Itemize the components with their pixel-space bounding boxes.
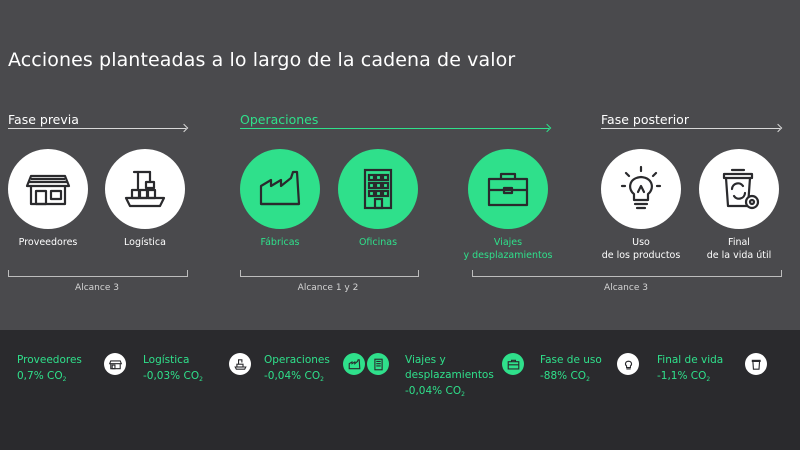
- summary-viajes-value: -0,04% CO2: [405, 385, 465, 398]
- warehouse-icon: [25, 174, 71, 206]
- summary-logistica-value: -0,03% CO2: [143, 370, 203, 383]
- briefcase-icon: [507, 359, 519, 369]
- proveedores-label: Proveedores: [18, 237, 78, 248]
- phase-posterior-label: Fase posterior: [601, 112, 689, 127]
- summary-uso-name: Fase de uso: [540, 354, 602, 366]
- scope-label-left: Alcance 3: [75, 283, 119, 293]
- logistica-label: Logística: [124, 237, 166, 248]
- warehouse-icon: [108, 359, 122, 369]
- proveedores-circle: [8, 149, 88, 229]
- uso-label-line2: de los productos: [601, 250, 681, 261]
- summary-operaciones-name: Operaciones: [264, 354, 330, 366]
- summary-final-name: Final de vida: [657, 354, 724, 366]
- logistica-circle: [105, 149, 185, 229]
- briefcase-icon: [487, 172, 529, 207]
- uso-circle: [601, 149, 681, 229]
- viajes-label-line1: Viajes: [493, 237, 523, 248]
- office-building-icon: [373, 358, 383, 370]
- summary-proveedores-name: Proveedores: [17, 354, 82, 366]
- page-title: Acciones planteadas a lo largo de la cad…: [8, 49, 516, 71]
- scope-bracket-left: [8, 270, 188, 277]
- scope-label-right: Alcance 3: [604, 283, 648, 293]
- summary-uso-icon: [617, 353, 639, 375]
- summary-viajes-name-line1: Viajes y: [405, 354, 446, 366]
- summary-final-value: -1,1% CO2: [657, 370, 711, 383]
- scope-bracket-right: [472, 270, 782, 277]
- scope-label-middle: Alcance 1 y 2: [297, 283, 359, 293]
- summary-logistica-icon: [229, 353, 251, 375]
- summary-proveedores-icon: [104, 353, 126, 375]
- phase-previa-label: Fase previa: [8, 112, 79, 127]
- summary-operaciones-value: -0,04% CO2: [264, 370, 324, 383]
- viajes-label-line2: y desplazamientos: [463, 250, 553, 261]
- phase-operaciones-label: Operaciones: [240, 112, 319, 127]
- cargo-ship-icon: [233, 358, 247, 370]
- summary-band: [0, 330, 800, 450]
- factory-icon: [259, 170, 301, 206]
- recycle-bin-icon: [751, 359, 761, 370]
- cargo-ship-icon: [124, 170, 166, 208]
- final-circle: [699, 149, 779, 229]
- summary-viajes-name-line2: desplazamientos: [405, 369, 494, 381]
- recycle-bin-icon: [722, 168, 760, 210]
- oficinas-label: Oficinas: [358, 237, 398, 248]
- summary-viajes-icon: [502, 353, 524, 375]
- phase-previa-arrow: [8, 128, 186, 129]
- summary-uso-value: -88% CO2: [540, 370, 590, 383]
- fabricas-circle: [240, 149, 320, 229]
- lightbulb-icon: [624, 360, 632, 369]
- final-label-line2: de la vida útil: [706, 250, 772, 261]
- phase-operaciones-arrow: [240, 128, 549, 129]
- factory-icon: [348, 358, 360, 369]
- summary-operaciones-office-icon: [367, 353, 389, 375]
- oficinas-circle: [338, 149, 418, 229]
- viajes-circle: [468, 149, 548, 229]
- office-building-icon: [363, 168, 393, 210]
- phase-posterior-arrow: [601, 128, 780, 129]
- scope-bracket-middle: [240, 270, 419, 277]
- summary-logistica-name: Logística: [143, 354, 190, 366]
- lightbulb-icon: [620, 165, 662, 210]
- uso-label-line1: Uso: [632, 237, 650, 248]
- summary-operaciones-factory-icon: [343, 353, 365, 375]
- summary-final-icon: [745, 353, 767, 375]
- fabricas-label: Fábricas: [260, 237, 300, 248]
- summary-proveedores-value: 0,7% CO2: [17, 370, 67, 383]
- final-label-line1: Final: [728, 237, 750, 248]
